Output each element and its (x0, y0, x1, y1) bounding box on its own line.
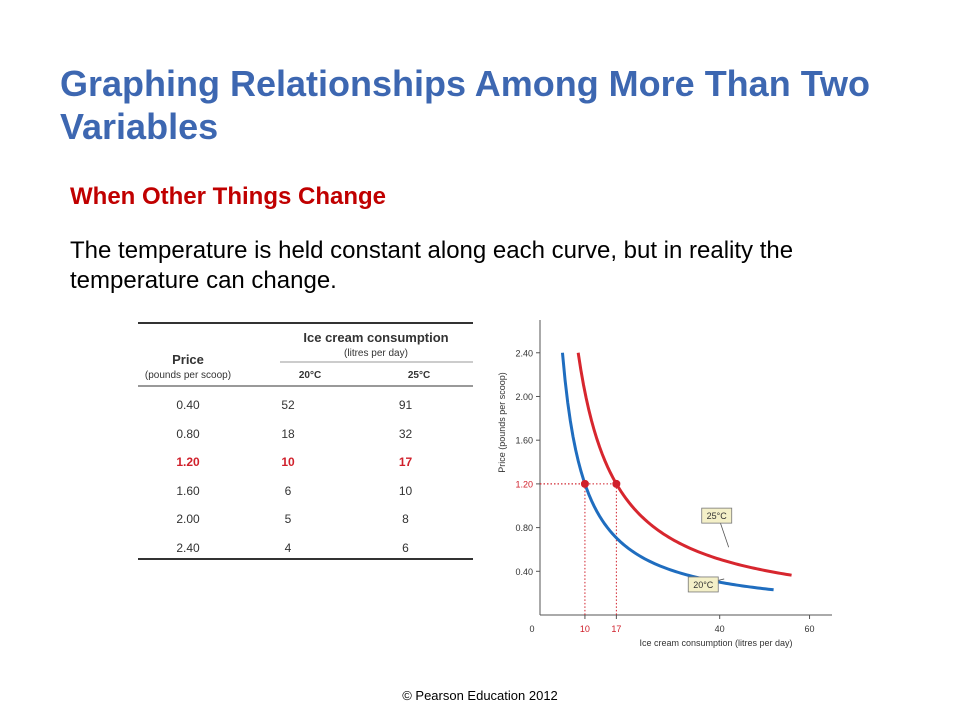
table-cell-price: 1.60 (176, 483, 200, 498)
table-consumption-header: Ice cream consumption (303, 330, 448, 345)
x-tick-label: 40 (715, 624, 725, 634)
data-table: 0.40 52 91 0.80 18 32 1.20 10 17 1.60 6 10 2.00 5 8 2.4… (138, 391, 473, 562)
table-cell-c20: 5 (284, 512, 292, 527)
copyright-footer: © Pearson Education 2012 (402, 688, 558, 703)
table-bottom (138, 558, 473, 560)
table-price-header: Price (172, 352, 204, 367)
table-row: 1.60 6 10 (138, 477, 473, 506)
y-tick-label: 0.80 (515, 523, 533, 533)
y-tick-label: 0.40 (515, 567, 533, 577)
table-body: 0.40 52 91 0.80 18 32 1.20 10 17 1.60 6 10 2.00 5 8 2.4… (138, 391, 473, 562)
table-cell-c20: 52 (281, 398, 295, 413)
table-cell-c25: 6 (402, 540, 409, 555)
table-cell-c25: 32 (398, 426, 413, 441)
y-tick-label: 1.20 (515, 479, 533, 489)
series-curve-20c (560, 352, 774, 592)
x-tick-label: 0 (529, 624, 534, 634)
table-header: Price (pounds per scoop) Ice cream consu… (138, 322, 473, 387)
table-price-unit: (pounds per scoop) (145, 370, 231, 381)
slide-subtitle: When Other Things Change (70, 183, 386, 210)
table-row: 0.40 52 91 (138, 391, 473, 420)
table-cell-c20: 4 (284, 540, 292, 555)
table-col-25: 25°C (408, 370, 430, 381)
curve-label: 20°C (693, 580, 714, 590)
x-tick-label: 60 (805, 624, 815, 634)
table-cell-c20: 6 (284, 483, 292, 498)
y-axis-label: Price (pounds per scoop) (497, 372, 507, 473)
y-tick-label: 2.40 (515, 348, 533, 358)
table-col-20: 20°C (299, 370, 321, 381)
data-point (580, 479, 589, 488)
table-row: 0.80 18 32 (138, 420, 473, 449)
table-cell-price: 2.40 (176, 540, 200, 555)
curve-label-box (687, 576, 719, 593)
table-cell-c25: 8 (402, 512, 409, 527)
table-cell-c20: 18 (281, 426, 295, 441)
x-tick-label: 10 (580, 624, 590, 634)
x-axis-label: Ice cream consumption (litres per day) (639, 638, 792, 648)
table-cell-c25: 10 (398, 483, 413, 498)
table-row: 2.00 5 8 (138, 505, 473, 534)
table-cell-c25: 91 (398, 398, 413, 413)
table-cell-price: 2.00 (176, 512, 200, 527)
y-tick-label: 1.60 (515, 436, 533, 446)
x-tick-label: 17 (611, 624, 621, 634)
series-curve-25c (576, 352, 792, 577)
curve-label: 25°C (707, 511, 728, 521)
table-cell-price: 1.20 (176, 455, 200, 470)
table-consumption-unit: (litres per day) (344, 348, 408, 359)
curve-label-box (701, 507, 733, 524)
table-cell-price: 0.40 (176, 398, 200, 413)
slide-title: Graphing Relationships Among More Than T… (60, 63, 870, 147)
table-row: 1.20 10 17 (138, 448, 473, 477)
price-consumption-chart: 0.40 0.80 1.20 1.60 2.00 2.40 0 10 17 40 60 Ice cre… (497, 320, 832, 648)
table-cell-price: 0.80 (176, 426, 200, 441)
slide-body-text: The temperature is held constant along e… (70, 237, 794, 294)
table-cell-c20: 10 (281, 455, 295, 470)
data-point (612, 479, 621, 488)
table-cell-c25: 17 (398, 455, 413, 470)
table-row: 2.40 4 6 (138, 534, 473, 563)
y-tick-label: 2.00 (515, 392, 533, 402)
